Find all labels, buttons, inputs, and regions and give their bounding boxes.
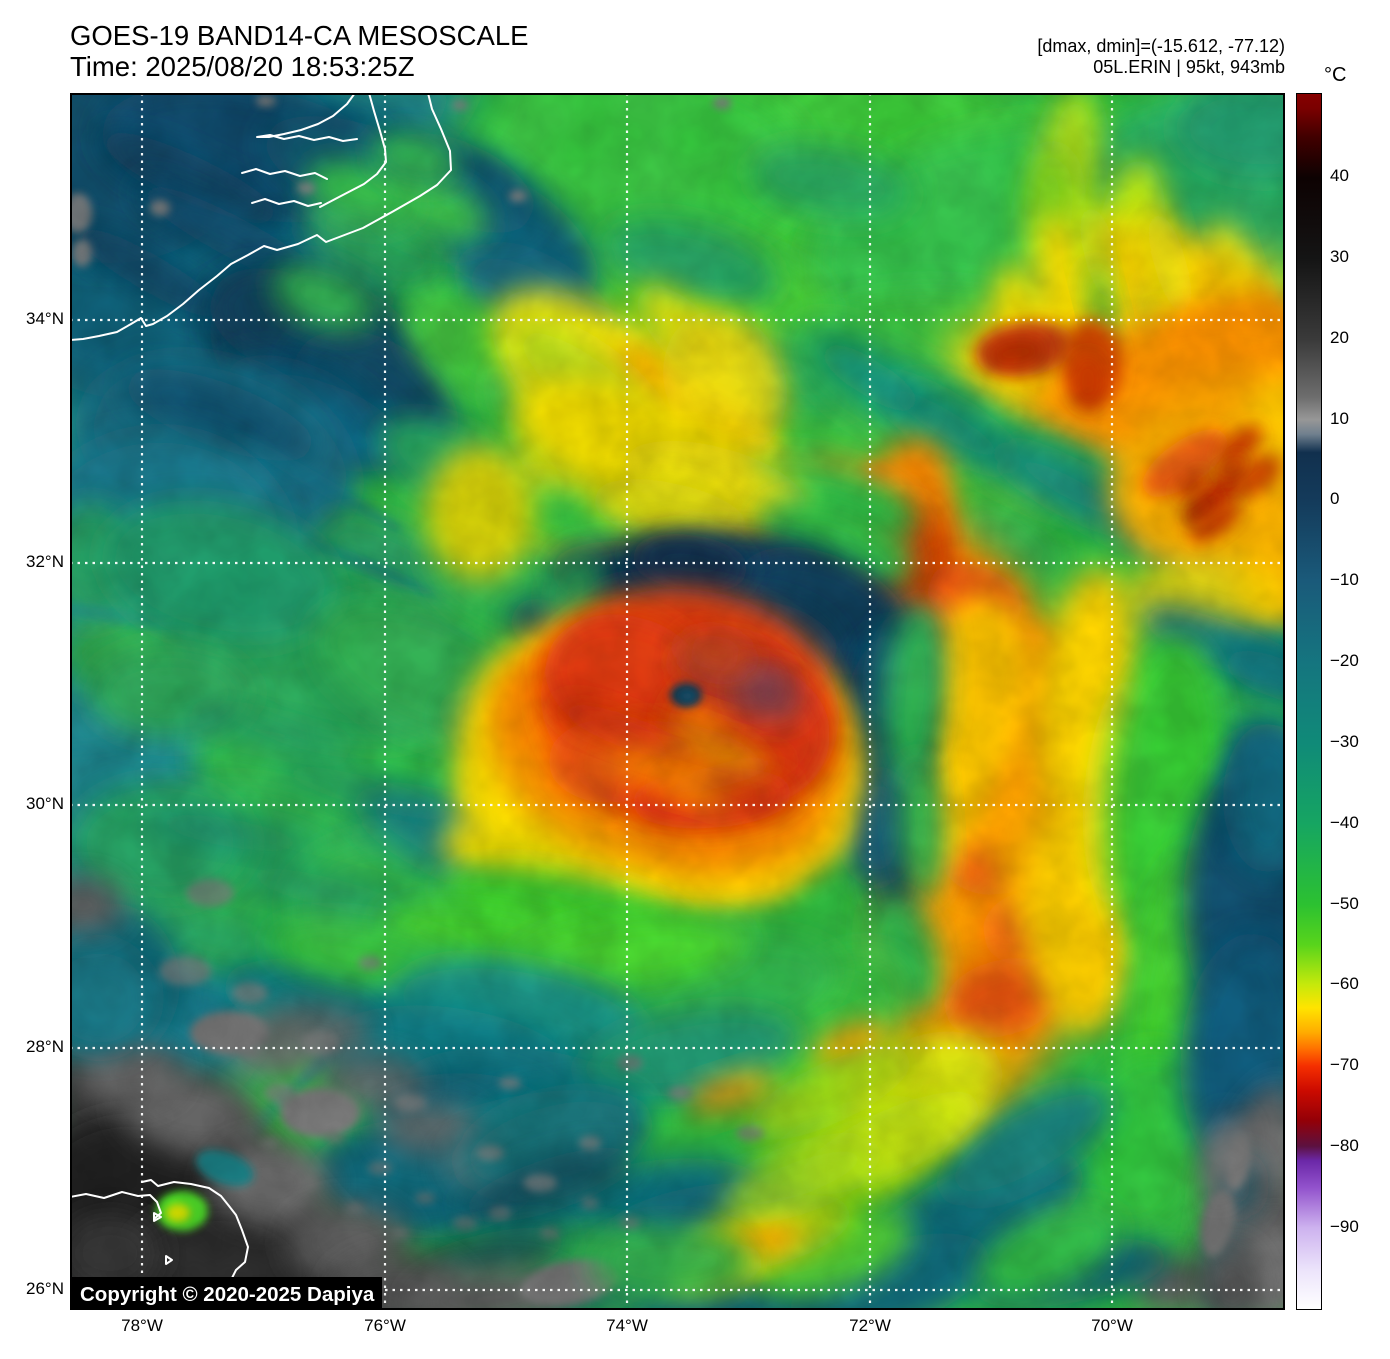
svg-text:Copyright © 2020-2025 Dapiya: Copyright © 2020-2025 Dapiya [80,1283,375,1306]
